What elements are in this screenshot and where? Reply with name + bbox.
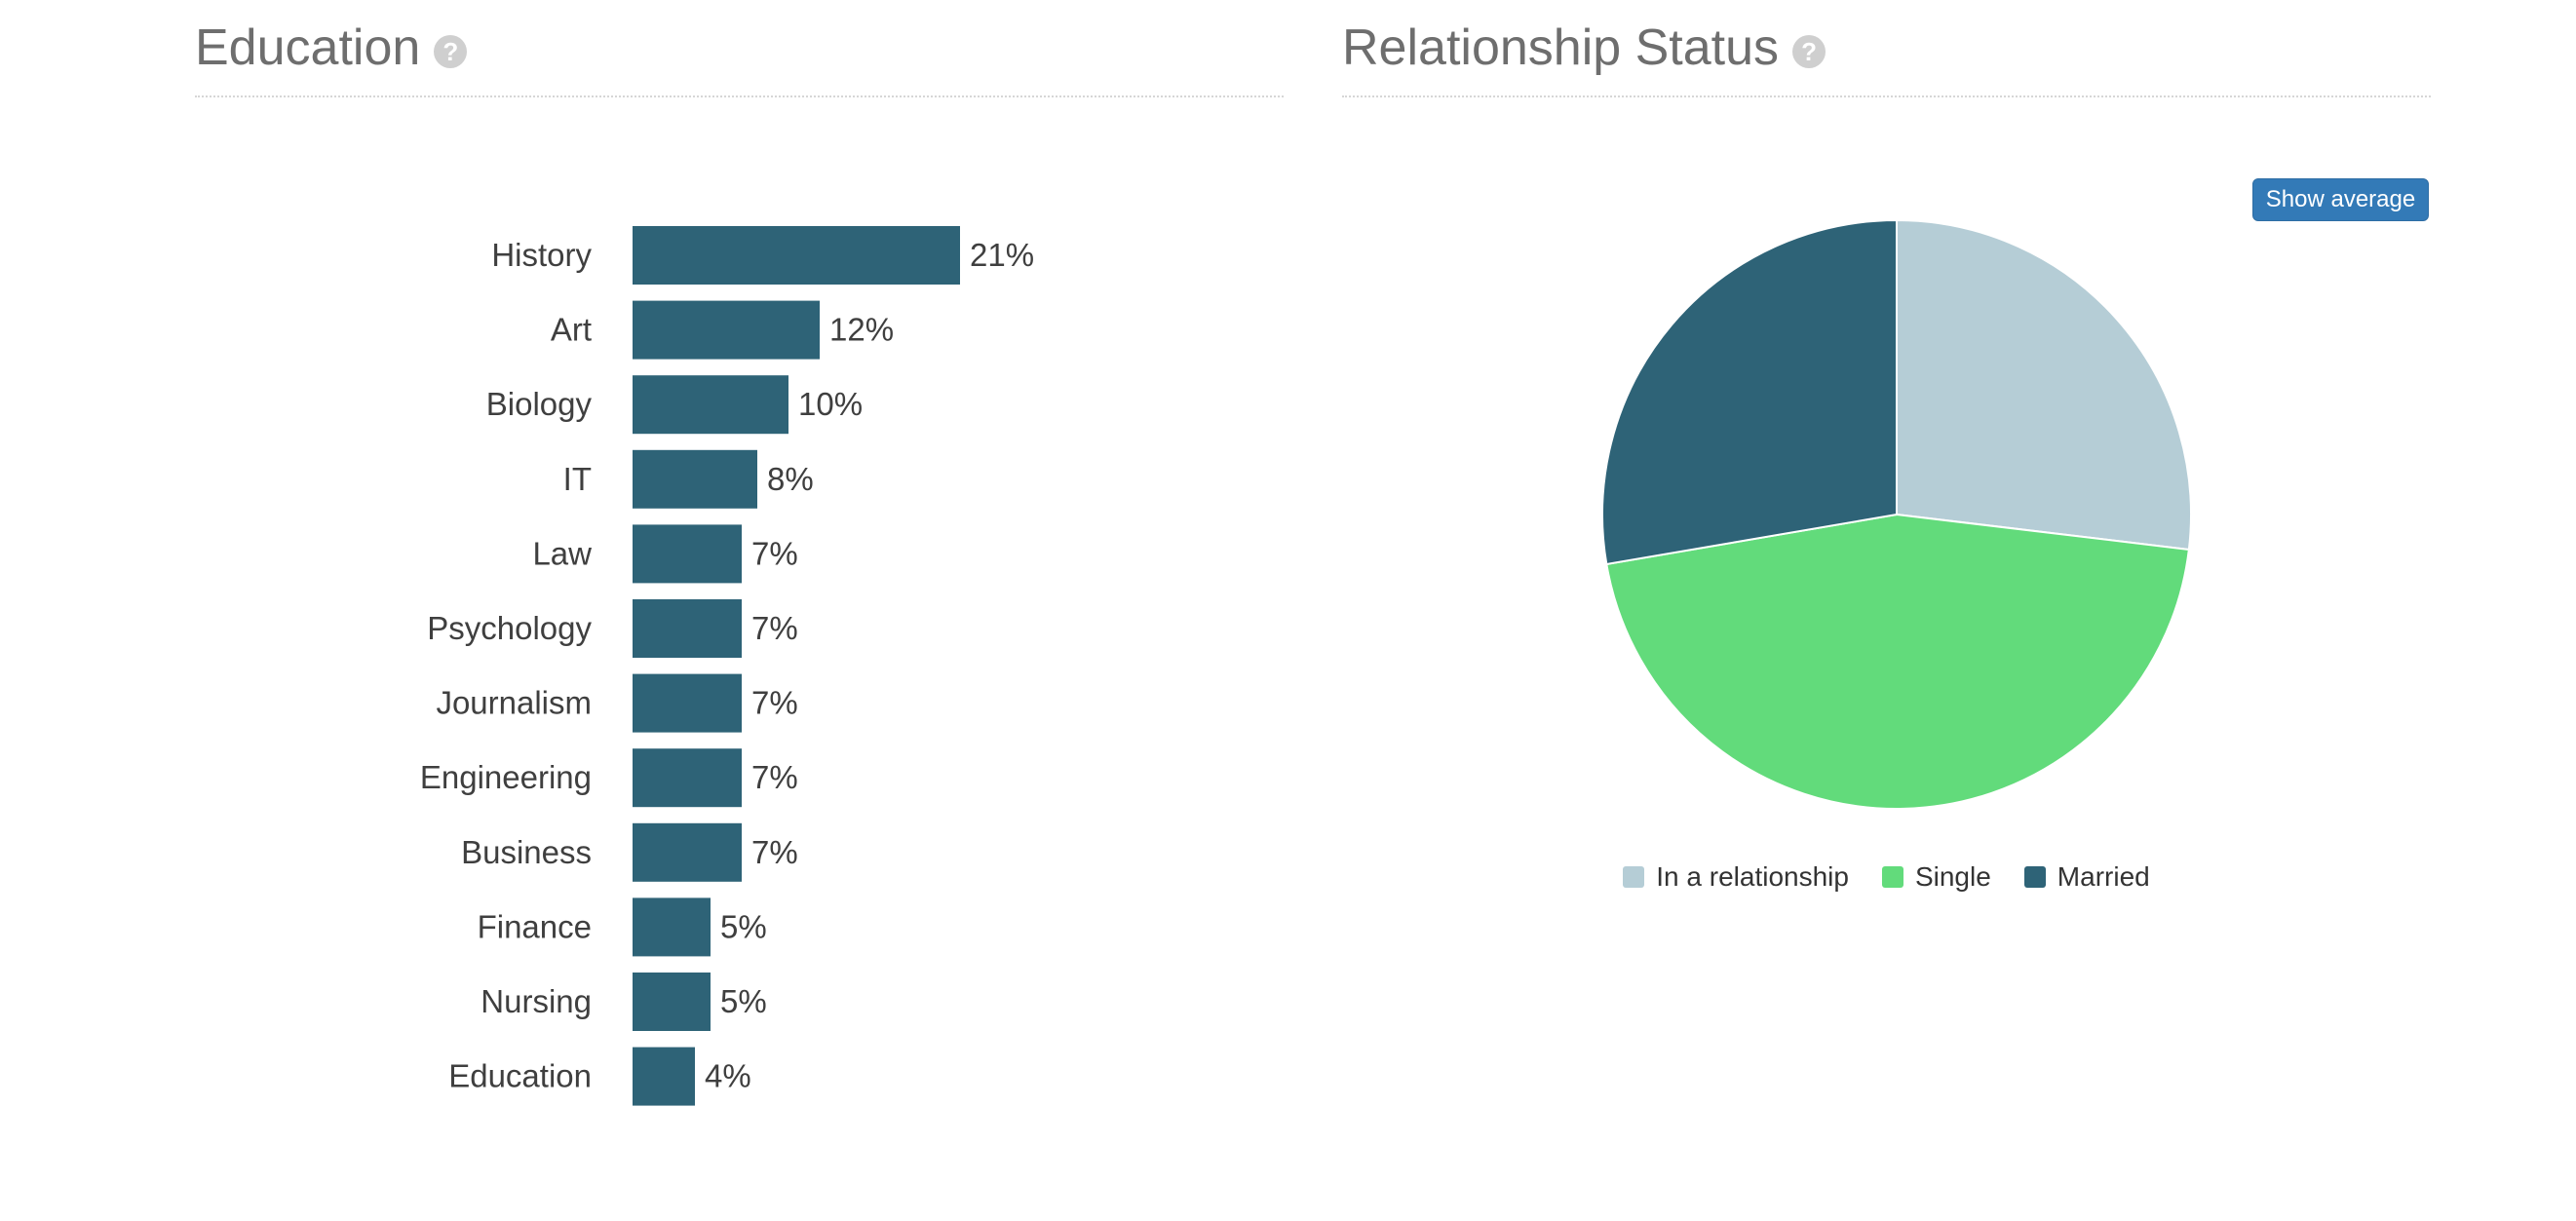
legend-label: In a relationship [1656, 861, 1849, 892]
bar[interactable] [633, 375, 788, 435]
bar[interactable] [633, 897, 711, 957]
bar-category-label: Business [461, 834, 592, 870]
bar-value-label: 7% [751, 610, 798, 646]
bar-value-label: 5% [720, 983, 767, 1019]
education-header: Education ? [195, 0, 1284, 97]
legend-label: Single [1914, 861, 1991, 892]
pie-slice[interactable] [1601, 218, 1898, 566]
bar-value-label: 7% [751, 834, 798, 870]
bar[interactable] [633, 300, 820, 360]
bar-value-label: 10% [798, 386, 863, 422]
education-panel: Education ? History 21% Art 12% Biology 10% IT… [195, 0, 1284, 1106]
bar-value-label: 7% [751, 535, 798, 571]
bar[interactable] [633, 1047, 695, 1106]
bar-category-label: Psychology [427, 610, 592, 646]
legend-swatch [2023, 866, 2046, 888]
pie-slice[interactable] [1605, 513, 2190, 810]
relationship-panel: Relationship Status ? Show average In a … [1342, 0, 2431, 892]
bar-value-label: 4% [705, 1058, 751, 1094]
bar-category-label: Biology [486, 386, 593, 422]
bar-value-label: 12% [829, 312, 894, 348]
bar[interactable] [633, 748, 742, 808]
bar-category-label: History [491, 237, 592, 273]
bar[interactable] [633, 973, 711, 1031]
legend-label: Married [2057, 861, 2150, 892]
bar-category-label: Education [448, 1058, 592, 1094]
bar-category-label: Art [551, 312, 592, 348]
bar[interactable] [633, 449, 757, 509]
legend-swatch [1623, 866, 1645, 888]
pie-slice[interactable] [1896, 218, 2192, 552]
bar-value-label: 7% [751, 685, 798, 721]
show-average-button[interactable]: Show average [2252, 178, 2429, 221]
relationship-header: Relationship Status ? [1342, 0, 2431, 97]
bar-category-label: IT [563, 461, 592, 497]
bar-value-label: 7% [751, 759, 798, 795]
legend-item[interactable]: Single [1881, 861, 1991, 893]
education-title: Education [195, 19, 421, 76]
relationship-pie-chart [1601, 218, 2192, 810]
bar[interactable] [633, 673, 742, 733]
bar[interactable] [633, 226, 960, 285]
bar-category-label: Engineering [420, 759, 592, 795]
bar-category-label: Nursing [481, 983, 592, 1019]
legend-swatch [1881, 866, 1903, 888]
bar-value-label: 21% [970, 237, 1034, 273]
relationship-title: Relationship Status [1342, 19, 1780, 76]
legend-item[interactable]: In a relationship [1623, 861, 1849, 893]
bar-category-label: Finance [478, 908, 592, 944]
legend-item[interactable]: Married [2023, 861, 2150, 893]
question-circle-icon[interactable]: ? [1792, 35, 1826, 68]
bar[interactable] [633, 822, 742, 882]
bar-category-label: Law [532, 535, 592, 571]
bar[interactable] [633, 599, 742, 658]
bar[interactable] [633, 524, 742, 584]
bar-category-label: Journalism [436, 685, 592, 721]
bar-value-label: 8% [767, 461, 814, 497]
education-bar-chart: History 21% Art 12% Biology 10% IT 8% Law 7% Psych… [420, 226, 1034, 1106]
bar-value-label: 5% [720, 908, 767, 944]
pie-legend: In a relationship Single Married [1342, 861, 2431, 893]
question-circle-icon[interactable]: ? [434, 35, 468, 68]
